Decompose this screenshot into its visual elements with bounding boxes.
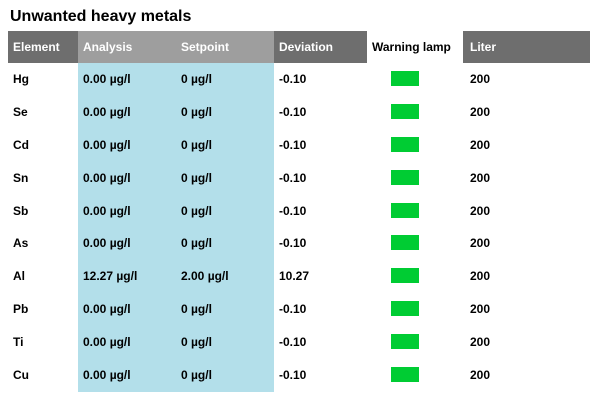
analysis-cell: 0.00 µg/l [83, 170, 131, 185]
analysis-cell: 0.00 µg/l [83, 302, 131, 317]
warning-lamp-indicator [391, 136, 419, 152]
header-highlight-band [78, 31, 274, 63]
liter-cell: 200 [470, 236, 491, 251]
liter-cell: 200 [470, 203, 491, 218]
table-row: Sn 0.00 µg/l 0 µg/l -0.10 200 [8, 162, 590, 195]
liter-cell: 200 [470, 104, 491, 119]
element-cell: Al [13, 269, 25, 284]
header-lamp-gap [367, 31, 463, 63]
liter-cell: 200 [470, 170, 491, 185]
deviation-cell: 10.27 [279, 269, 310, 284]
liter-cell: 200 [470, 302, 491, 317]
setpoint-cell: 0 µg/l [181, 236, 212, 251]
warning-lamp-indicator [391, 71, 419, 86]
setpoint-cell: 0 µg/l [181, 72, 212, 86]
column-header-liter: Liter [470, 40, 497, 54]
column-header-warning-lamp: Warning lamp [372, 40, 451, 54]
element-cell: Ti [13, 335, 24, 350]
table-row: Hg 0.00 µg/l 0 µg/l -0.10 200 [8, 63, 590, 96]
element-cell: Sn [13, 170, 29, 185]
analysis-cell: 0.00 µg/l [83, 137, 131, 152]
deviation-cell: -0.10 [279, 302, 307, 317]
element-cell: Pb [13, 302, 29, 317]
table-row: Al 12.27 µg/l 2.00 µg/l 10.27 200 [8, 260, 590, 293]
deviation-cell: -0.10 [279, 236, 307, 251]
table-row: Sb 0.00 µg/l 0 µg/l -0.10 200 [8, 195, 590, 228]
analysis-cell: 0.00 µg/l [83, 368, 131, 383]
element-cell: Hg [13, 72, 29, 86]
deviation-cell: -0.10 [279, 137, 307, 152]
analysis-cell: 12.27 µg/l [83, 269, 138, 284]
liter-cell: 200 [470, 335, 491, 350]
table-row: Cd 0.00 µg/l 0 µg/l -0.10 200 [8, 129, 590, 162]
warning-lamp-indicator [391, 235, 419, 251]
analysis-cell: 0.00 µg/l [83, 203, 131, 218]
analysis-cell: 0.00 µg/l [83, 335, 131, 350]
warning-lamp-indicator [391, 202, 419, 218]
element-cell: As [13, 236, 29, 251]
setpoint-cell: 0 µg/l [181, 302, 212, 317]
warning-lamp-indicator [391, 268, 419, 284]
liter-cell: 200 [470, 137, 491, 152]
analysis-cell: 0.00 µg/l [83, 104, 131, 119]
element-cell: Cd [13, 137, 29, 152]
warning-lamp-indicator [391, 367, 419, 383]
analysis-setpoint-highlight [78, 63, 274, 392]
setpoint-cell: 0 µg/l [181, 203, 212, 218]
deviation-cell: -0.10 [279, 104, 307, 119]
heavy-metals-table: Element Analysis Setpoint Deviation Warn… [8, 31, 590, 392]
table-row: Ti 0.00 µg/l 0 µg/l -0.10 200 [8, 326, 590, 359]
page-title: Unwanted heavy metals [10, 8, 192, 25]
column-header-analysis: Analysis [83, 40, 133, 54]
column-header-deviation: Deviation [279, 40, 334, 54]
table-row: Cu 0.00 µg/l 0 µg/l -0.10 200 [8, 359, 590, 392]
warning-lamp-indicator [391, 301, 419, 317]
table-row: Se 0.00 µg/l 0 µg/l -0.10 200 [8, 96, 590, 129]
element-cell: Se [13, 104, 28, 119]
warning-lamp-indicator [391, 334, 419, 350]
setpoint-cell: 0 µg/l [181, 137, 212, 152]
deviation-cell: -0.10 [279, 335, 307, 350]
column-header-setpoint: Setpoint [181, 40, 229, 54]
analysis-cell: 0.00 µg/l [83, 72, 131, 86]
table-row: Pb 0.00 µg/l 0 µg/l -0.10 200 [8, 293, 590, 326]
liter-cell: 200 [470, 72, 491, 86]
element-cell: Sb [13, 203, 29, 218]
table-header: Element Analysis Setpoint Deviation Warn… [8, 31, 590, 63]
table-row: As 0.00 µg/l 0 µg/l -0.10 200 [8, 227, 590, 260]
analysis-cell: 0.00 µg/l [83, 236, 131, 251]
element-cell: Cu [13, 368, 29, 383]
setpoint-cell: 0 µg/l [181, 335, 212, 350]
column-header-element: Element [13, 40, 60, 54]
warning-lamp-indicator [391, 103, 419, 119]
deviation-cell: -0.10 [279, 368, 307, 383]
setpoint-cell: 2.00 µg/l [181, 269, 229, 284]
setpoint-cell: 0 µg/l [181, 170, 212, 185]
liter-cell: 200 [470, 269, 491, 284]
deviation-cell: -0.10 [279, 72, 307, 86]
setpoint-cell: 0 µg/l [181, 368, 212, 383]
setpoint-cell: 0 µg/l [181, 104, 212, 119]
liter-cell: 200 [470, 368, 491, 383]
table-body: Hg 0.00 µg/l 0 µg/l -0.10 200 Se 0.00 µg… [8, 63, 590, 392]
warning-lamp-indicator [391, 169, 419, 185]
deviation-cell: -0.10 [279, 203, 307, 218]
deviation-cell: -0.10 [279, 170, 307, 185]
